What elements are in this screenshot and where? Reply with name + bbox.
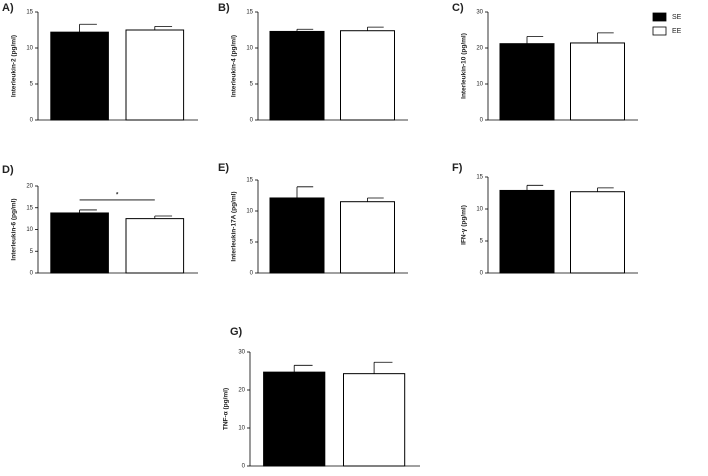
y-tick-label: 15 bbox=[26, 10, 33, 16]
y-tick-label: 10 bbox=[476, 82, 483, 88]
panel-label: B) bbox=[218, 2, 230, 14]
legend-label: SE bbox=[672, 14, 682, 21]
panel-label: E) bbox=[218, 162, 229, 174]
panel-label: G) bbox=[230, 326, 243, 338]
bar bbox=[340, 30, 395, 121]
legend-label: EE bbox=[672, 28, 682, 35]
y-tick-label: 5 bbox=[480, 239, 484, 245]
y-tick-label: 30 bbox=[476, 10, 483, 16]
y-tick-label: 5 bbox=[30, 249, 34, 255]
y-axis-label: Interleukin-6 (pg/ml) bbox=[11, 198, 18, 260]
panel-label: A) bbox=[2, 2, 14, 14]
y-tick-label: 0 bbox=[30, 118, 34, 124]
y-tick-label: 10 bbox=[26, 227, 33, 233]
y-tick-label: 0 bbox=[250, 118, 254, 124]
y-tick-label: 10 bbox=[246, 46, 253, 52]
y-axis-label: TNF-α (pg/ml) bbox=[223, 388, 230, 430]
y-tick-label: 10 bbox=[26, 46, 33, 52]
significance-mark: * bbox=[116, 193, 119, 199]
panel-label: C) bbox=[452, 2, 464, 14]
panel-label: D) bbox=[2, 164, 14, 176]
y-tick-label: 20 bbox=[476, 46, 483, 52]
legend-swatch bbox=[652, 26, 667, 36]
y-tick-label: 5 bbox=[30, 82, 34, 88]
y-axis-label: Interleukin-10 (pg/ml) bbox=[461, 33, 468, 99]
y-axis-label: IFN-γ (pg/ml) bbox=[461, 205, 468, 245]
bar bbox=[570, 42, 625, 121]
y-axis-label: Interleukin-2 (pg/ml) bbox=[11, 35, 18, 97]
bar bbox=[499, 43, 555, 121]
bar bbox=[499, 189, 555, 274]
bar bbox=[269, 30, 325, 121]
bar bbox=[50, 212, 109, 274]
y-tick-label: 0 bbox=[250, 271, 254, 277]
y-axis-label: Interleukin-17A (pg/ml) bbox=[231, 191, 238, 261]
y-tick-label: 10 bbox=[476, 207, 483, 213]
bar bbox=[269, 197, 325, 274]
y-tick-label: 20 bbox=[238, 388, 245, 394]
bar bbox=[263, 371, 326, 467]
y-tick-label: 0 bbox=[480, 118, 484, 124]
y-tick-label: 5 bbox=[250, 240, 254, 246]
y-tick-label: 30 bbox=[238, 350, 245, 356]
y-axis-label: Interleukin-4 (pg/ml) bbox=[231, 35, 238, 97]
y-tick-label: 15 bbox=[476, 175, 483, 181]
panel-label: F) bbox=[452, 162, 463, 174]
bar bbox=[340, 201, 395, 274]
bar bbox=[125, 218, 185, 274]
legend-swatch bbox=[652, 12, 667, 22]
bar bbox=[50, 31, 109, 121]
y-tick-label: 0 bbox=[480, 271, 484, 277]
y-tick-label: 15 bbox=[26, 205, 33, 211]
y-tick-label: 10 bbox=[246, 209, 253, 215]
bar bbox=[343, 373, 406, 467]
y-tick-label: 15 bbox=[246, 178, 253, 184]
y-tick-label: 0 bbox=[30, 271, 34, 277]
y-tick-label: 5 bbox=[250, 82, 254, 88]
y-tick-label: 10 bbox=[238, 426, 245, 432]
y-tick-label: 20 bbox=[26, 184, 33, 190]
y-tick-label: 0 bbox=[242, 464, 246, 470]
bar bbox=[570, 191, 625, 274]
y-tick-label: 15 bbox=[246, 10, 253, 16]
bar bbox=[125, 29, 185, 121]
